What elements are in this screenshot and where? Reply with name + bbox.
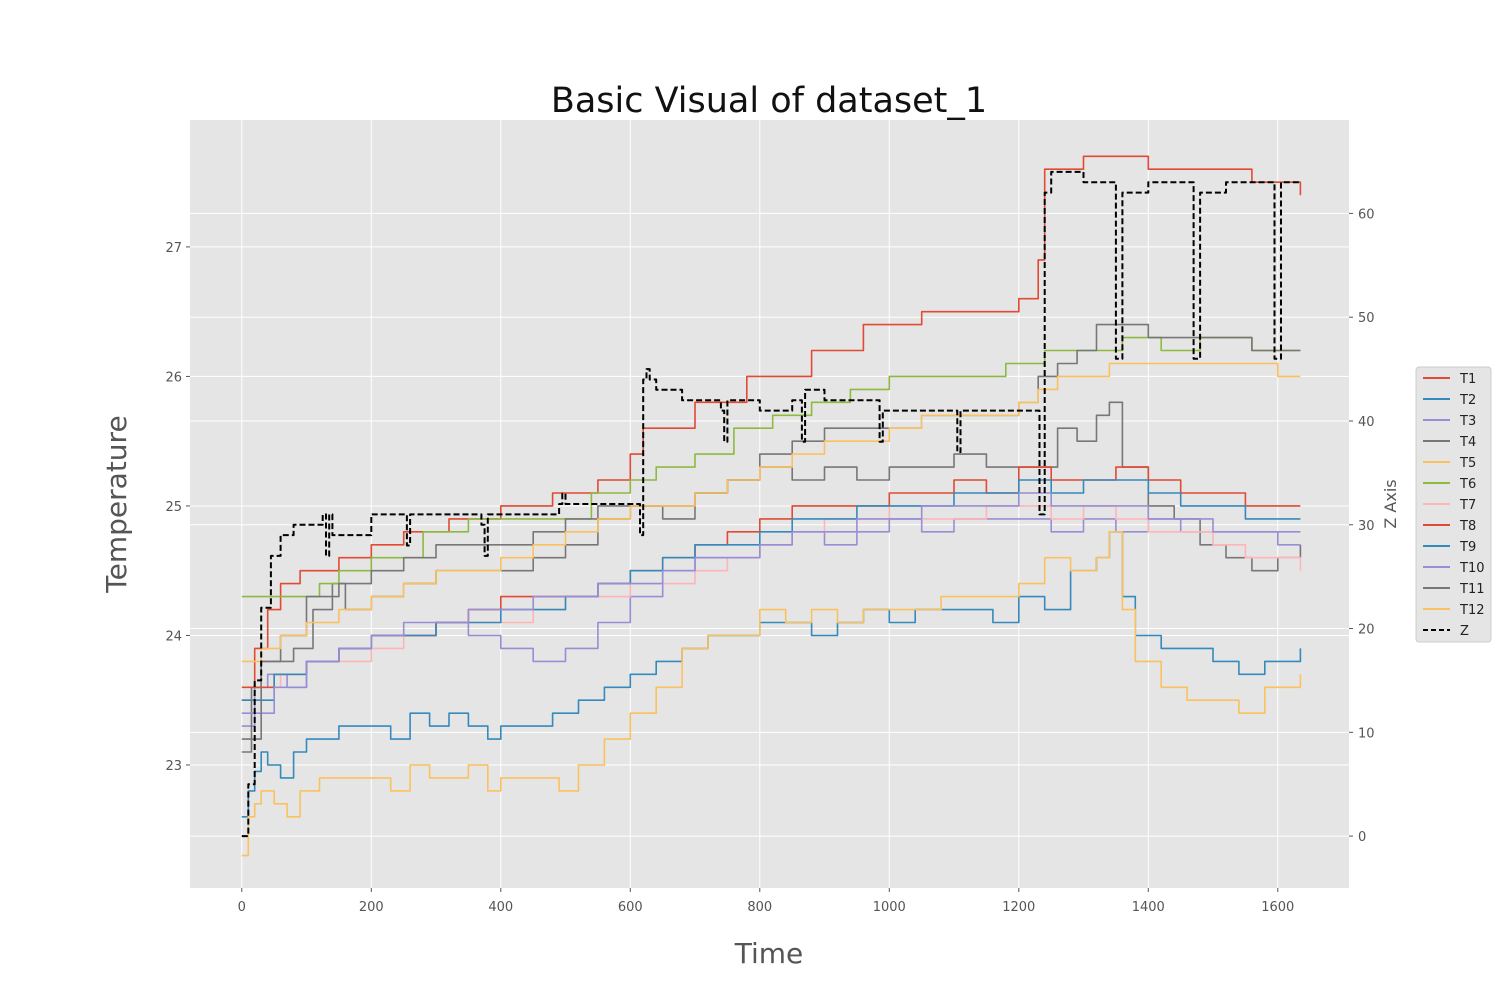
y-tick-label: 25 [165, 500, 182, 515]
series-line-z [241, 170, 1301, 838]
chart-title: Basic Visual of dataset_1 [551, 81, 987, 121]
legend: T1 T2 T3 T4 T5 T6 T7 T8 T9 T10 T11 T12 Z [1415, 366, 1492, 643]
series-line-t10 [241, 492, 1301, 714]
legend-label-t2: T2 [1459, 393, 1476, 408]
legend-label-t7: T7 [1459, 498, 1476, 513]
x-tick-label: 600 [618, 900, 643, 915]
y2-tick-label: 0 [1358, 830, 1366, 845]
series-line-t12 [241, 362, 1301, 663]
legend-label-t3: T3 [1459, 414, 1476, 429]
x-tick-label: 800 [747, 900, 772, 915]
x-tick-label: 0 [238, 900, 246, 915]
legend-label-t5: T5 [1459, 456, 1476, 471]
y2-tick-label: 20 [1358, 623, 1375, 638]
legend-label-t1: T1 [1459, 372, 1476, 387]
series-layer [241, 155, 1302, 857]
legend-label-t12: T12 [1459, 603, 1484, 618]
x-axis-title: Time [734, 937, 804, 970]
y-tick-label: 23 [165, 759, 182, 774]
x-tick-label: 200 [359, 900, 384, 915]
y2-tick-label: 60 [1358, 207, 1375, 222]
y2-ticks: 0 10 20 30 40 50 60 [1349, 207, 1375, 845]
legend-label-t6: T6 [1459, 477, 1476, 492]
legend-label-t8: T8 [1459, 519, 1476, 534]
y2-tick-label: 40 [1358, 415, 1375, 430]
legend-label-t4: T4 [1459, 435, 1476, 450]
y2-tick-label: 30 [1358, 519, 1375, 534]
y-axis-title: Temperature [100, 415, 133, 593]
y2-axis-title: Z Axis [1381, 479, 1400, 528]
y-tick-label: 26 [165, 370, 182, 385]
legend-label-t9: T9 [1459, 540, 1476, 555]
y2-tick-label: 50 [1358, 311, 1375, 326]
x-tick-label: 1400 [1132, 900, 1165, 915]
x-tick-label: 1600 [1261, 900, 1294, 915]
y2-tick-label: 10 [1358, 726, 1375, 741]
legend-label-t11: T11 [1459, 582, 1484, 597]
x-tick-label: 1000 [873, 900, 906, 915]
series-line-t6 [241, 336, 1301, 598]
y-tick-label: 24 [165, 629, 182, 644]
x-tick-label: 400 [488, 900, 513, 915]
x-ticks: 0 200 400 600 800 1000 1200 1400 1600 [238, 888, 1294, 915]
y-ticks: 23 24 25 26 27 [165, 241, 190, 774]
y-tick-label: 27 [165, 241, 182, 256]
legend-box [1415, 366, 1492, 643]
plot-area [190, 120, 1349, 888]
x-tick-label: 1200 [1002, 900, 1035, 915]
legend-label-t10: T10 [1459, 561, 1484, 576]
series-line-t5 [241, 531, 1302, 857]
legend-label-z: Z [1460, 624, 1469, 639]
